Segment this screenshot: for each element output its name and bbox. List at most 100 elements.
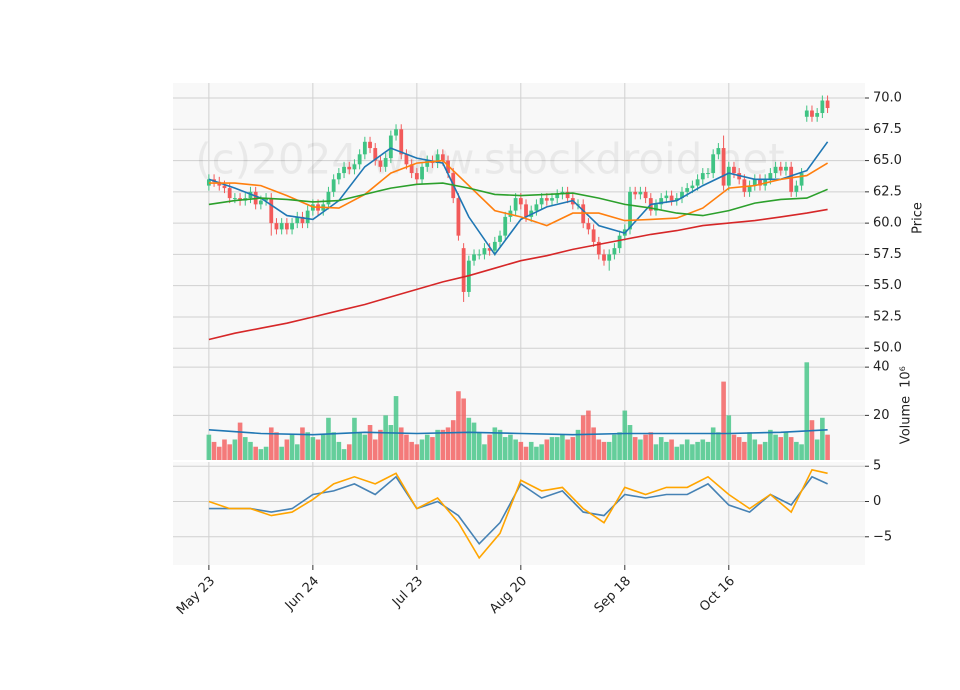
candle-body [602,254,606,261]
candle-body [700,173,705,180]
candle-body [336,173,341,180]
volume-bar [289,434,295,460]
y-axis-label: Price [911,202,926,234]
candle-body [513,198,518,211]
candle-body [394,129,398,136]
volume-bar [788,437,794,460]
x-tick-label: Oct 16 [697,574,738,615]
candle-body [544,198,549,201]
candle-body [804,110,809,117]
candle-body [388,135,393,159]
candle-body [726,166,731,186]
candle-body [290,223,294,230]
volume-bar [544,439,550,460]
volume-bar [575,429,581,460]
candle-body [768,173,773,180]
volume-bar [518,441,524,460]
volume-bar [601,441,607,460]
candle-body [368,141,372,149]
panel-background [173,462,865,565]
candle-body [373,148,378,161]
volume-bar [617,432,622,460]
volume-bar [440,429,446,460]
volume-bar [461,398,466,460]
candle-body [820,100,825,114]
candle-body [227,188,232,199]
volume-bar [721,381,726,460]
candle-body [685,188,690,192]
candle-body [446,160,450,174]
volume-bar [508,434,513,460]
volume-bar [752,439,758,460]
volume-bar [622,410,628,460]
volume-bar [674,446,680,460]
volume-bar [242,437,248,460]
panel-background [173,83,865,357]
volume-bar [456,391,461,460]
volume-bar [825,434,830,460]
volume-bar [476,432,482,460]
y-tick-label: 67.5 [873,122,902,137]
candle-body [669,195,674,201]
candle-body [378,160,383,167]
volume-bar [731,434,737,460]
volume-bar [300,427,305,460]
volume-bar [404,434,409,460]
candle-body [706,173,710,175]
candle-body [472,254,476,261]
volume-bar [648,432,654,460]
candle-body [222,185,227,189]
candle-body [674,198,679,201]
candle-body [617,235,622,249]
volume-bar [326,417,331,460]
volume-bar [237,422,243,460]
y-tick-label: 62.5 [873,184,902,199]
volume-bar [450,420,456,460]
volume-bar [414,444,420,460]
volume-bar [643,434,648,460]
volume-bar [560,434,565,460]
candle-body [420,166,424,180]
candle-body [456,198,461,236]
y-tick-label: 57.5 [873,247,902,262]
volume-bar [284,439,290,460]
candle-body [357,154,362,165]
y-tick-label: 0 [873,494,881,509]
candle-body [555,194,560,199]
candle-body [352,164,357,170]
volume-bar [341,449,347,460]
candle-body [518,198,523,205]
candle-body [362,141,367,155]
candle-body [435,154,440,164]
volume-bar [804,362,810,460]
volume-bar [253,446,258,460]
candle-body [591,229,596,242]
volume-bar [268,427,274,460]
candle-body [784,166,788,171]
volume-bar [419,439,425,460]
x-tick-label: May 23 [174,574,218,618]
volume-bar [336,441,342,460]
volume-bar [726,415,732,460]
volume-bar [378,429,383,460]
candle-body [732,166,736,174]
volume-bar [424,434,430,460]
volume-bar [388,425,394,460]
volume-bar [768,429,773,460]
volume-bar [664,441,669,460]
volume-bar [565,439,570,460]
volume-bar [409,441,414,460]
volume-bar [684,439,690,460]
volume-bar [435,429,440,460]
volume-bar [742,441,747,460]
volume-bar [658,437,664,460]
candle-body [752,179,757,186]
candle-body [269,198,274,224]
candle-body [711,154,716,174]
candle-body [274,223,279,230]
volume-bar [606,441,612,460]
candle-body [409,164,414,174]
candle-body [638,191,643,195]
candle-body [383,158,388,167]
candle-body [248,191,253,199]
